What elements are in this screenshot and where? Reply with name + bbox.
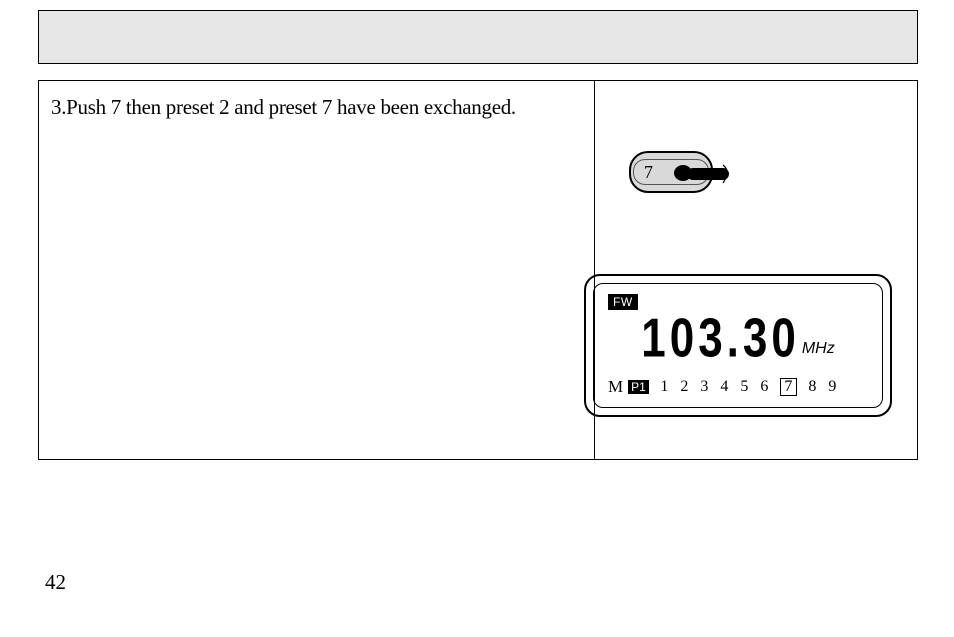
memory-page-badge: P1 [628, 380, 649, 394]
preset-slot-selected: 7 [780, 378, 797, 396]
button-illustration: 7 [629, 151, 713, 193]
band-badge: FW [608, 294, 638, 310]
manual-page: 3.Push 7 then preset 2 and preset 7 have… [0, 0, 954, 637]
preset-slot: 3 [700, 378, 709, 396]
preset-slot: 2 [680, 378, 689, 396]
step-panel: 3.Push 7 then preset 2 and preset 7 have… [38, 80, 918, 460]
finger-press-icon [673, 161, 733, 191]
lcd-display: FW 103.30MHz M P1 1 2 3 4 5 6 7 8 [584, 274, 892, 417]
preset-slot: 6 [760, 378, 769, 396]
instruction-text: 3.Push 7 then preset 2 and preset 7 have… [51, 95, 516, 120]
preset-slot: 5 [740, 378, 749, 396]
preset-row: M P1 1 2 3 4 5 6 7 8 9 [608, 377, 837, 397]
page-number: 42 [45, 570, 66, 595]
frequency-unit: MHz [802, 340, 835, 357]
preset-slot: 9 [828, 378, 837, 396]
frequency-value: 103.30 [641, 308, 800, 371]
header-bar [38, 10, 918, 64]
preset-slot: 1 [660, 378, 669, 396]
preset-slot: 8 [808, 378, 817, 396]
frequency-readout: 103.30MHz [594, 314, 882, 364]
memory-label: M [608, 377, 623, 397]
preset-slot: 4 [720, 378, 729, 396]
preset-button-label: 7 [644, 162, 653, 183]
preset-button: 7 [629, 151, 713, 193]
